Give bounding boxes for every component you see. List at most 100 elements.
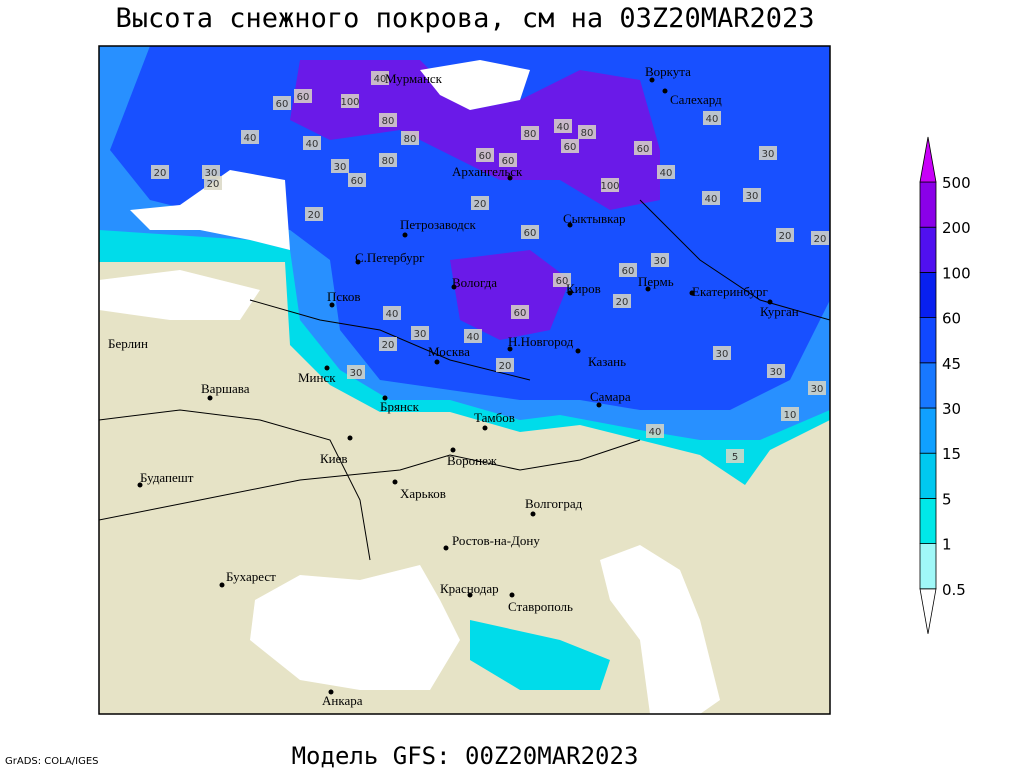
city-dot [649,77,655,83]
colorbar-segment [919,543,937,590]
contour-label-box [379,113,397,127]
contour-label-box [303,136,321,150]
city-dot [328,689,334,695]
colorbar-segment [919,497,937,544]
city-label: Бухарест [226,569,276,584]
contour-label: 40 [371,71,389,85]
contour-label-box [726,449,744,463]
colorbar-label: 200 [942,219,971,237]
contour-label: 20 [613,294,631,308]
contour-label-box [241,130,259,144]
contour-label-box [305,207,323,221]
contour-label: 40 [657,165,675,179]
city-label: Киров [566,281,601,296]
contour-label-box [379,153,397,167]
contour-label-box [743,188,761,202]
city-label: Самара [590,389,631,404]
contour-label: 60 [511,305,529,319]
contour-label-text: 60 [297,92,310,103]
contour-label-text: 20 [154,168,167,179]
contour-label: 60 [561,139,579,153]
contour-label-text: 5 [732,452,738,463]
city-label: Краснодар [440,581,499,596]
city-dot [382,395,388,401]
contour-label-text: 30 [654,256,667,267]
contour-label-text: 20 [308,210,321,221]
contour-label-box [499,153,517,167]
contour-label-box [759,146,777,160]
colorbar-label: 60 [942,310,961,328]
city-dot [355,259,361,265]
city-dot [450,447,456,453]
city-label: Архангельск [452,164,523,179]
city-dot [347,435,353,441]
contour-label: 30 [743,188,761,202]
contour-label-text: 60 [479,151,492,162]
contour-label: 60 [499,153,517,167]
contour-label: 20 [379,337,397,351]
contour-label: 30 [808,381,826,395]
contour-label-box [401,131,419,145]
contour-label-text: 40 [705,194,718,205]
colorbar-label: 30 [942,400,961,418]
contour-label: 30 [713,346,731,360]
city-dot [219,582,225,588]
city-label: Брянск [380,399,420,414]
contour-label-text: 80 [524,129,537,140]
contour-label: 60 [634,141,652,155]
city-dot [324,365,330,371]
contour-label-box [561,139,579,153]
contour-label-box [521,225,539,239]
contour-label-box [511,305,529,319]
contour-label-box [578,125,596,139]
contour-label: 60 [476,148,494,162]
contour-label-box [619,263,637,277]
contour-label-text: 40 [374,74,387,85]
city-label: Салехард [670,92,722,107]
contour-label: 40 [383,306,401,320]
city-dot [137,482,143,488]
contour-label-text: 40 [386,309,399,320]
contour-label-box [273,96,291,110]
contour-label-box [202,165,220,179]
contour-label-box [331,159,349,173]
colorbar-segment [919,362,937,409]
contour-label: 40 [303,136,321,150]
contour-label: 30 [202,165,220,179]
contour-label-text: 100 [600,181,619,192]
contour-label: 60 [619,263,637,277]
contour-label-text: 80 [382,116,395,127]
city-label: Киев [320,451,348,466]
contour-label-box [657,165,675,179]
contour-label-box [646,424,664,438]
contour-label: 30 [759,146,777,160]
colorbar-label: 500 [942,174,971,192]
title: Высота снежного покрова, см на 03Z20MAR2… [116,3,815,34]
city-dot [443,545,449,551]
contour-label: 30 [331,159,349,173]
contour-label-box [601,178,619,192]
contour-label-box [634,141,652,155]
city-dot [530,511,536,517]
city-label: Сыктывкар [563,211,626,226]
contour-label-text: 40 [706,114,719,125]
contour-label-box [379,337,397,351]
city-label: Будапешт [140,470,194,485]
colorbar-label: 100 [942,264,971,282]
contour-label-box [347,365,365,379]
contour-label: 40 [702,191,720,205]
colorbar-arrow [919,136,937,183]
credit: GrADS: COLA/IGES [5,756,99,767]
contour-label: 80 [578,125,596,139]
contour-label: 80 [379,153,397,167]
contour-label-box [613,294,631,308]
contour-label-box [464,329,482,343]
colorbar-label: 15 [942,445,961,463]
contour-label: 10 [781,407,799,421]
city-dot [509,592,515,598]
city-dot [596,402,602,408]
contour-label-text: 30 [205,168,218,179]
city-label: Берлин [108,336,148,351]
